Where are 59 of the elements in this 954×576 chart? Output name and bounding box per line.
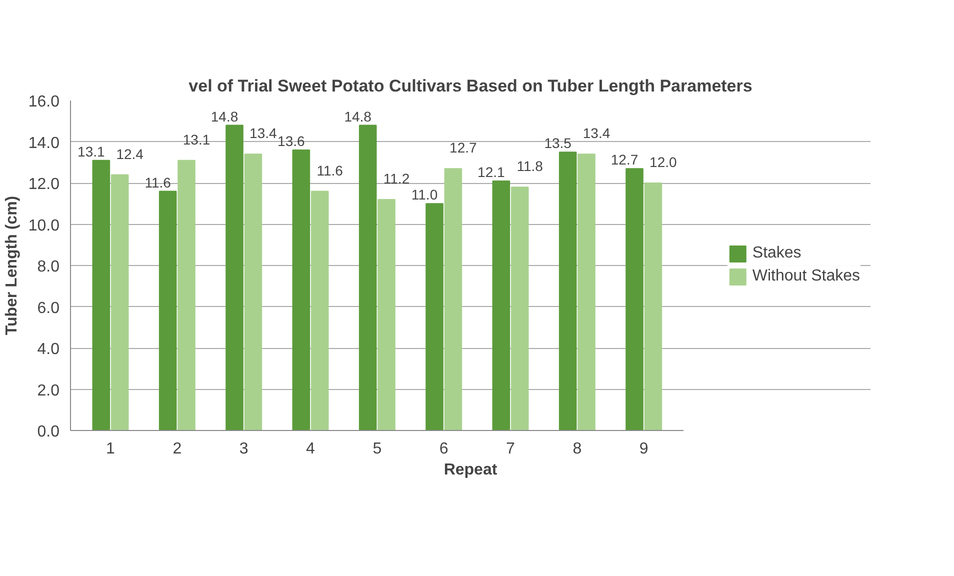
y-tick-label: 6.0 [37,300,60,317]
data-label: 14.8 [210,108,238,124]
bar [226,124,244,430]
bar [292,150,310,430]
x-tick-label: 5 [372,440,382,458]
data-label: 13.5 [544,135,572,152]
data-label: 12.0 [650,154,678,170]
bar [558,152,577,430]
bar [644,182,662,430]
y-tick-label: 0.0 [37,424,60,440]
y-tick-label: 12.0 [28,176,60,193]
bar [444,168,462,430]
data-label: 13.1 [78,143,106,160]
data-label: 11.8 [516,158,544,174]
y-tick-label: 14.0 [28,134,60,152]
x-tick-label: 1 [106,440,116,458]
data-label: 13.1 [182,131,210,148]
data-label: 11.6 [144,174,172,190]
y-tick-label: 10.0 [28,217,60,234]
bar [244,154,262,430]
data-label: 14.8 [344,108,372,124]
x-tick-label: 7 [506,440,516,458]
legend-label: Without Stakes [752,268,860,286]
data-label: 13.4 [582,125,610,142]
data-label: 11.2 [383,170,410,186]
x-tick-label: 4 [306,440,316,458]
bar [158,190,177,430]
data-label: 12.7 [610,152,638,168]
y-axis-title: Tuber Length (cm) [3,196,20,336]
y-tick-label: 2.0 [37,382,60,400]
data-label: 11.0 [411,186,438,203]
chart-title: vel of Trial Sweet Potato Cultivars Based on Tuber Length Parameters [188,76,752,96]
data-label: 12.7 [450,140,478,156]
bar [510,186,529,430]
data-label: 13.6 [278,133,306,149]
x-tick-label: 6 [439,440,448,458]
bar [358,124,377,430]
x-tick-label: 3 [239,440,248,458]
data-label: 13.4 [250,125,278,142]
bar [110,174,129,430]
y-tick-label: 16.0 [28,94,60,110]
y-tick-label: 8.0 [37,258,60,276]
x-axis-title: Repeat [444,462,498,478]
data-label: 12.1 [478,164,506,180]
x-tick-label: 8 [572,440,582,458]
bar [378,199,396,430]
bar [626,168,644,430]
data-label: 11.6 [316,162,344,178]
x-tick-label: 2 [172,440,182,458]
bar [92,160,110,430]
bar [310,190,329,430]
y-tick-label: 4.0 [37,341,60,358]
bar [492,180,510,430]
legend-label: Stakes [752,244,802,262]
x-tick-label: 9 [639,440,648,458]
bar [426,203,444,430]
data-label: 12.4 [116,146,144,162]
bar [578,154,596,430]
bar [178,160,196,430]
